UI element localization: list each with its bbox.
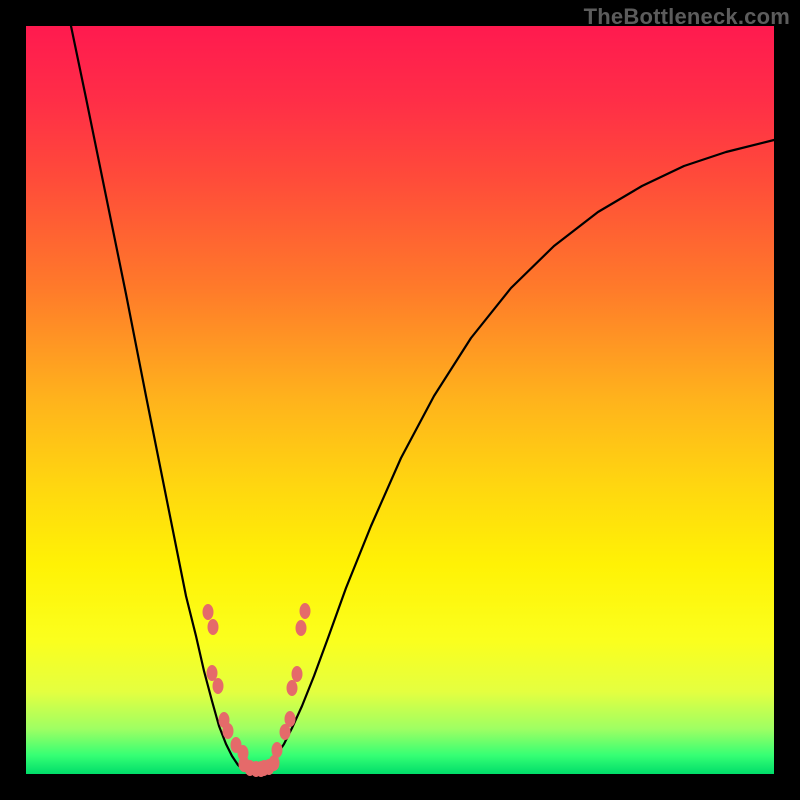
- watermark-text: TheBottleneck.com: [584, 4, 790, 30]
- curve-marker: [285, 711, 296, 727]
- curve-marker: [207, 665, 218, 681]
- curve-marker: [300, 603, 311, 619]
- curve-marker: [272, 742, 283, 758]
- curve-marker: [213, 678, 224, 694]
- curve-marker: [287, 680, 298, 696]
- curve-marker: [292, 666, 303, 682]
- curve-marker: [208, 619, 219, 635]
- plot-background: [26, 26, 774, 774]
- chart-svg: [0, 0, 800, 800]
- chart-canvas: TheBottleneck.com: [0, 0, 800, 800]
- curve-marker: [203, 604, 214, 620]
- curve-marker: [223, 723, 234, 739]
- curve-marker: [296, 620, 307, 636]
